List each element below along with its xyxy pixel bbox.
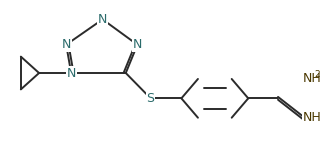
Text: N: N: [67, 66, 76, 80]
Text: S: S: [147, 92, 155, 105]
Text: NH: NH: [303, 111, 322, 124]
Text: N: N: [133, 38, 142, 51]
Text: N: N: [98, 13, 107, 26]
Text: N: N: [62, 38, 71, 51]
Text: 2: 2: [314, 70, 320, 79]
Text: NH: NH: [303, 72, 322, 86]
Text: S: S: [147, 92, 155, 105]
